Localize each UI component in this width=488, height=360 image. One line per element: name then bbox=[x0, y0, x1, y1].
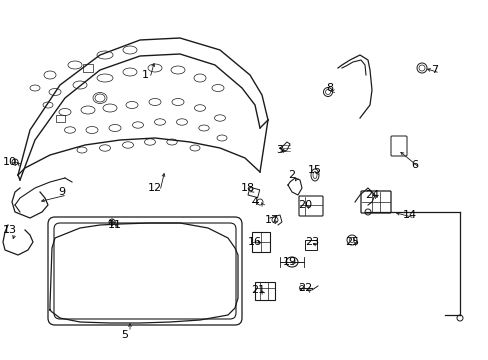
Text: 6: 6 bbox=[411, 160, 418, 170]
Text: 18: 18 bbox=[241, 183, 255, 193]
Text: 16: 16 bbox=[247, 237, 262, 247]
Text: 7: 7 bbox=[430, 65, 438, 75]
Text: 22: 22 bbox=[297, 283, 311, 293]
Text: 19: 19 bbox=[283, 257, 296, 267]
Text: 14: 14 bbox=[402, 210, 416, 220]
Text: 5: 5 bbox=[121, 330, 128, 340]
Text: 15: 15 bbox=[307, 165, 321, 175]
Text: 11: 11 bbox=[108, 220, 122, 230]
Bar bbox=[251, 232, 269, 252]
Text: 9: 9 bbox=[59, 187, 65, 197]
Text: 12: 12 bbox=[148, 183, 162, 193]
Bar bbox=[247, 187, 259, 198]
Text: 10: 10 bbox=[3, 157, 17, 167]
Text: 17: 17 bbox=[264, 215, 279, 225]
Text: 21: 21 bbox=[250, 285, 264, 295]
Text: 13: 13 bbox=[3, 225, 17, 235]
Text: 8: 8 bbox=[326, 83, 333, 93]
Text: 3: 3 bbox=[276, 145, 283, 155]
Text: 23: 23 bbox=[305, 237, 318, 247]
Bar bbox=[254, 282, 274, 300]
Bar bbox=[83, 64, 93, 72]
Text: 1: 1 bbox=[141, 70, 148, 80]
Text: 20: 20 bbox=[297, 200, 311, 210]
Bar bbox=[55, 114, 64, 122]
Text: 24: 24 bbox=[364, 190, 378, 200]
Text: 25: 25 bbox=[344, 237, 358, 247]
Text: 4: 4 bbox=[251, 197, 258, 207]
Text: 2: 2 bbox=[288, 170, 295, 180]
Bar bbox=[305, 240, 316, 250]
